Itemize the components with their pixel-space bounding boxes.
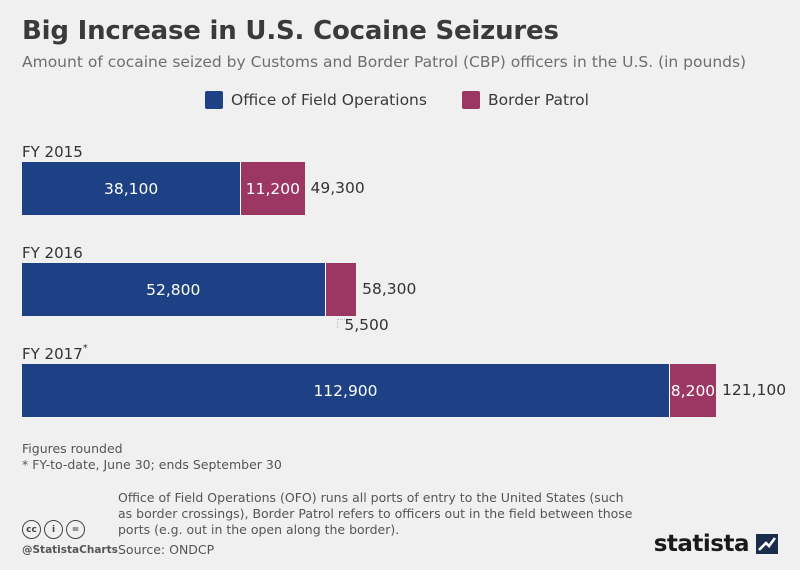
bar-ofo: 112,900 — [22, 364, 669, 417]
license-icons: cc i = — [22, 520, 85, 539]
chart-subtitle: Amount of cocaine seized by Customs and … — [22, 53, 747, 71]
category-label: FY 2016 — [22, 244, 83, 262]
ofo-explanation: Office of Field Operations (OFO) runs al… — [118, 490, 633, 537]
value-leader-line — [337, 319, 350, 328]
total-value-label: 49,300 — [310, 178, 365, 197]
bar-border-patrol: 8,200 — [669, 364, 716, 417]
legend-item-ofo: Office of Field Operations — [205, 91, 427, 109]
total-value-label: 121,100 — [722, 380, 787, 399]
legend-label-border-patrol: Border Patrol — [488, 91, 589, 109]
legend-label-ofo: Office of Field Operations — [231, 91, 427, 109]
legend-swatch-border-patrol — [462, 91, 480, 109]
bar-value-label: 11,200 — [245, 179, 301, 198]
bar-border-patrol — [324, 263, 357, 316]
total-value-label: 58,300 — [362, 279, 417, 298]
attribution-icon: i — [44, 520, 63, 539]
chart-title: Big Increase in U.S. Cocaine Seizures — [22, 16, 559, 46]
legend-swatch-ofo — [205, 91, 223, 109]
category-label: FY 2017* — [22, 343, 88, 363]
statista-mark-icon — [756, 534, 778, 554]
bar-value-label: 112,900 — [313, 381, 378, 400]
category-label: FY 2015 — [22, 143, 83, 161]
bar-ofo: 38,100 — [22, 162, 241, 215]
bar-value-label: 38,100 — [104, 179, 159, 198]
footnote-marker: * — [82, 343, 88, 354]
bar-ofo: 52,800 — [22, 263, 325, 316]
brand-name: statista — [653, 531, 750, 557]
source-text: Source: ONDCP — [118, 542, 215, 557]
bar-value-label: 8,200 — [670, 381, 716, 400]
statista-logo: statista — [654, 531, 778, 557]
bar-value-label: 52,800 — [146, 280, 201, 299]
no-derivatives-icon: = — [66, 520, 85, 539]
legend-item-border-patrol: Border Patrol — [462, 91, 589, 109]
creative-commons-icon: cc — [22, 520, 41, 539]
twitter-handle: @StatistaCharts — [22, 544, 118, 556]
note-rounded: Figures rounded — [22, 441, 123, 456]
note-fy-to-date: * FY-to-date, June 30; ends September 30 — [22, 457, 282, 472]
footnotes: Figures rounded * FY-to-date, June 30; e… — [22, 441, 282, 473]
legend: Office of Field Operations Border Patrol — [0, 91, 800, 113]
bar-border-patrol: 11,200 — [240, 162, 305, 215]
bar-value-label: 5,500 — [344, 316, 389, 334]
